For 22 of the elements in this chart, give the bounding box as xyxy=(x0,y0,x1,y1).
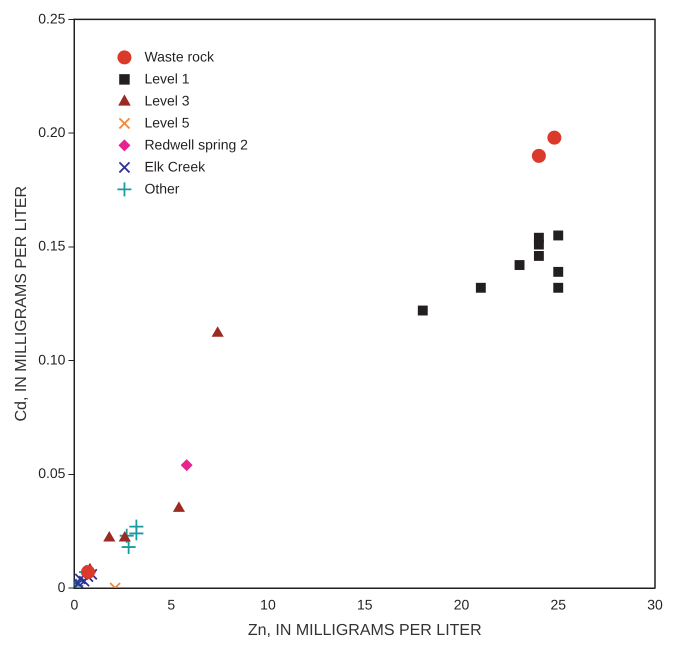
x-axis-title: Zn, IN MILLIGRAMS PER LITER xyxy=(248,622,482,639)
legend-label: Elk Creek xyxy=(144,158,206,174)
y-tick-label: 0.20 xyxy=(38,124,66,140)
x-tick-label: 15 xyxy=(356,596,373,612)
y-tick-label: 0.10 xyxy=(38,351,66,368)
legend-label: Other xyxy=(144,180,180,196)
legend-label: Level 1 xyxy=(144,70,190,86)
y-tick-label: 0.05 xyxy=(38,465,66,482)
x-tick-label: 10 xyxy=(260,596,276,612)
legend-label: Waste rock xyxy=(144,48,215,64)
x-tick-label: 25 xyxy=(550,596,566,612)
y-tick-label: 0 xyxy=(58,578,66,595)
x-tick-label: 0 xyxy=(70,596,79,612)
y-tick-label: 0.25 xyxy=(38,10,66,26)
legend-label: Redwell spring 2 xyxy=(144,136,248,152)
y-tick-label: 0.15 xyxy=(38,238,66,254)
y-axis-title: Cd, IN MILLIGRAMS PER LITER xyxy=(13,186,30,422)
x-tick-label: 20 xyxy=(454,596,470,612)
x-tick-label: 30 xyxy=(647,596,663,612)
x-tick-label: 5 xyxy=(167,596,176,612)
legend-label: Level 3 xyxy=(144,92,190,108)
legend-label: Level 5 xyxy=(144,114,190,130)
